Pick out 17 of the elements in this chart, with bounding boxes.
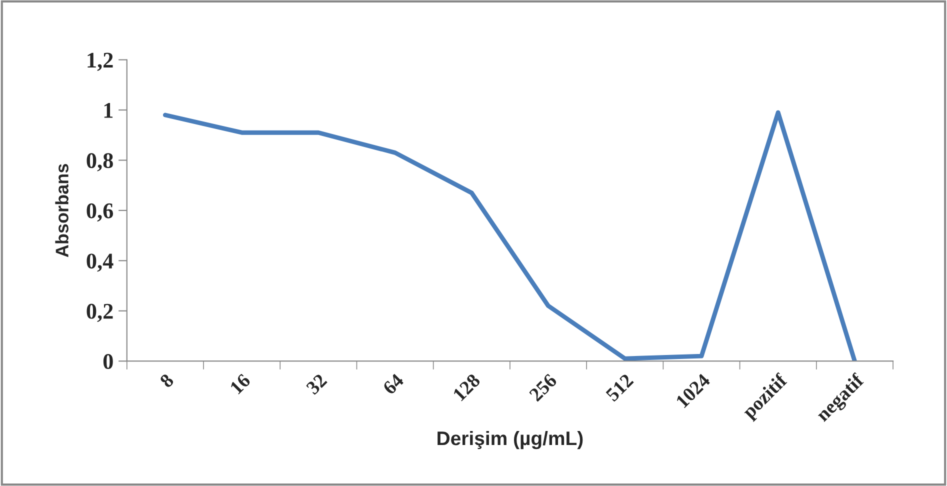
line-series [162, 110, 857, 362]
x-axis-title: Derişim (µg/mL) [438, 430, 583, 450]
y-tick-label: 1 [104, 103, 113, 118]
y-tick-label: 0,8 [86, 153, 113, 172]
x-tick-label: 512 [605, 373, 634, 402]
x-tick-label: 256 [528, 373, 558, 402]
y-tick-label: 0,2 [86, 304, 113, 322]
x-tick-label: 32 [306, 373, 328, 396]
y-tick-label: 0,6 [86, 203, 114, 222]
y-tick-label: 0 [103, 354, 113, 370]
x-tick-label: 64 [382, 372, 404, 396]
x-tick-label: 128 [452, 373, 481, 402]
y-tick-label: 1,2 [88, 52, 113, 71]
x-tick-label: 8 [159, 373, 174, 388]
y-axis-title: Absorbans [55, 164, 68, 258]
x-tick-label: 16 [230, 373, 252, 395]
y-tick-label: 0,4 [86, 254, 114, 272]
